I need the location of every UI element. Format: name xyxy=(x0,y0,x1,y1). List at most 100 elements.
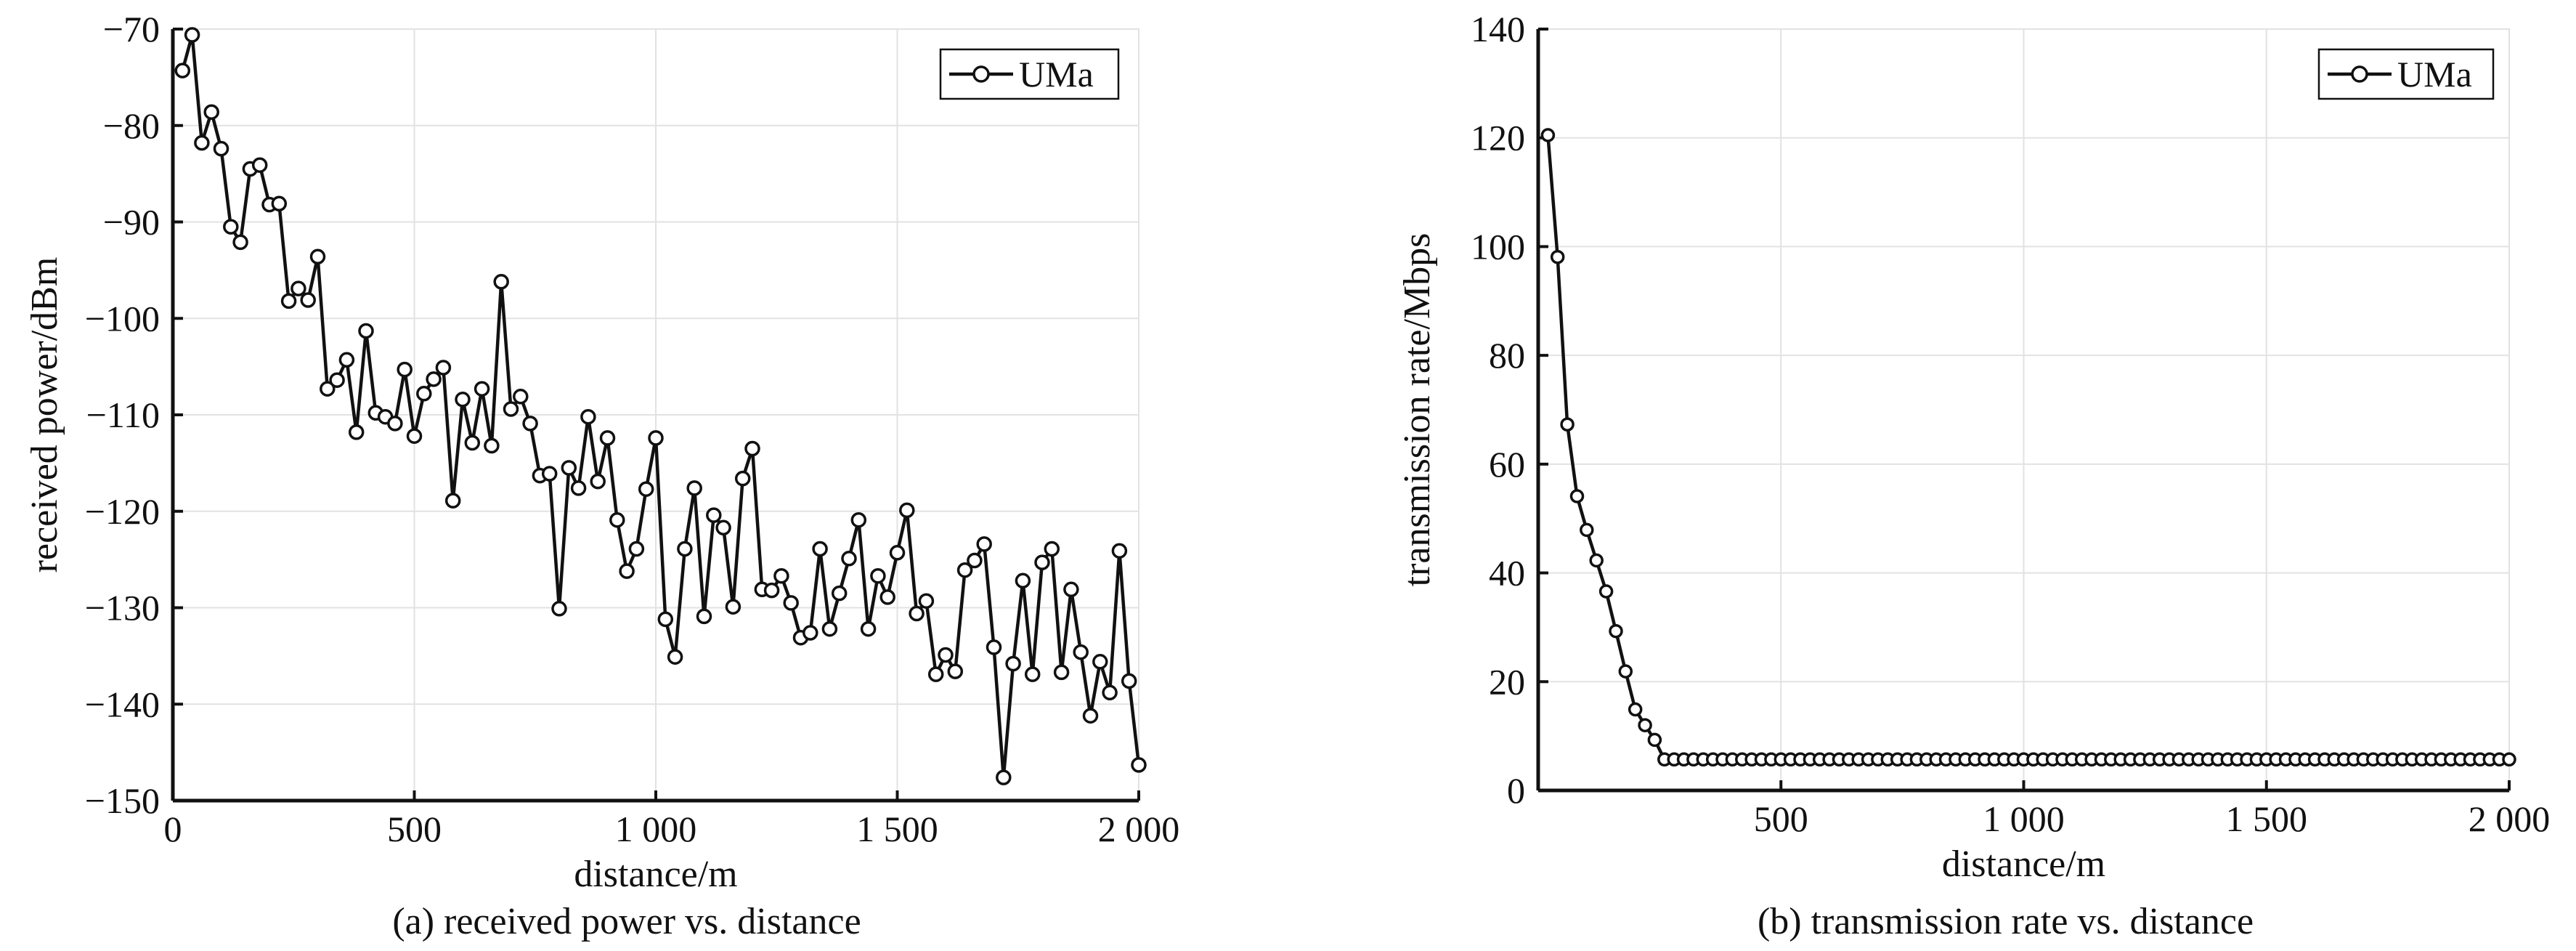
data-point xyxy=(956,562,973,578)
data-point xyxy=(1121,673,1137,689)
data-point xyxy=(223,219,239,235)
data-point xyxy=(426,371,442,387)
data-point xyxy=(821,620,838,637)
data-point xyxy=(628,541,645,557)
data-point xyxy=(1618,664,1633,679)
data-point xyxy=(1024,666,1041,682)
data-point xyxy=(320,381,336,397)
data-point xyxy=(715,519,731,536)
data-point xyxy=(174,62,191,78)
x-tick-label: 1 000 xyxy=(615,809,697,849)
y-tick-label: −140 xyxy=(85,684,160,724)
x-tick-label: 1 000 xyxy=(1983,798,2065,839)
x-tick-label: 2 000 xyxy=(2469,798,2551,839)
data-point xyxy=(1628,702,1643,717)
data-point xyxy=(1598,584,1614,599)
y-tick-label: 20 xyxy=(1489,661,1525,702)
data-point xyxy=(773,567,789,584)
data-point xyxy=(455,392,471,408)
y-tick-label: −130 xyxy=(85,588,160,628)
y-tick-label: 100 xyxy=(1471,226,1525,267)
data-point xyxy=(850,511,867,528)
legend-label: UMa xyxy=(1019,54,1094,94)
chart-caption: (b) transmission rate vs. distance xyxy=(1758,901,2254,942)
data-point xyxy=(232,234,248,251)
data-point xyxy=(251,157,268,173)
data-point xyxy=(1580,522,1594,538)
data-point xyxy=(812,541,828,557)
legend-marker-swatch xyxy=(2351,65,2368,83)
data-point xyxy=(590,473,606,490)
data-point xyxy=(947,663,964,679)
y-tick-label: −80 xyxy=(103,105,160,146)
y-axis-label: transmission rate/Mbps xyxy=(1397,233,1438,587)
data-point xyxy=(841,551,857,567)
data-point xyxy=(1609,623,1623,639)
series-uma xyxy=(174,27,1147,785)
chart-transmission-rate: 500 1 000 1 500 2 000 0 20 40 60 80 100 120 140 dist… xyxy=(1397,9,2550,942)
data-point xyxy=(899,502,915,519)
data-point xyxy=(696,608,712,625)
data-point xyxy=(706,507,722,523)
data-point xyxy=(889,545,906,561)
data-point xyxy=(831,585,848,602)
data-point xyxy=(513,389,529,405)
data-point xyxy=(938,647,954,663)
data-point xyxy=(1034,554,1050,570)
data-point xyxy=(803,625,818,641)
data-point xyxy=(329,372,345,388)
data-point xyxy=(309,248,326,265)
data-point xyxy=(1111,543,1128,559)
y-tick-label: −150 xyxy=(85,780,160,821)
data-point xyxy=(909,605,925,622)
y-tick-label: −120 xyxy=(85,491,160,532)
data-point xyxy=(435,360,452,376)
data-point xyxy=(358,323,374,339)
gridlines xyxy=(173,28,1139,801)
y-tick-label: 120 xyxy=(1471,118,1525,158)
data-point xyxy=(280,293,297,309)
data-point xyxy=(271,195,288,212)
data-point xyxy=(1589,553,1604,568)
legend: UMa xyxy=(939,48,1120,100)
data-point xyxy=(203,104,219,120)
data-point xyxy=(1044,541,1060,557)
y-tick-label: 80 xyxy=(1489,335,1525,376)
data-point xyxy=(677,541,693,557)
legend-marker-swatch xyxy=(972,65,990,83)
data-point xyxy=(561,460,577,476)
data-point xyxy=(503,401,519,417)
data-point xyxy=(638,481,654,497)
y-tick-label: −90 xyxy=(103,202,160,243)
data-point xyxy=(619,563,635,579)
data-point xyxy=(290,280,306,296)
data-point xyxy=(184,27,200,43)
data-point xyxy=(599,430,616,446)
x-tick-label: 1 500 xyxy=(2226,798,2308,839)
data-point xyxy=(657,611,674,628)
chart-received-power: 0 500 1 000 1 500 2 000 −150 −140 −130 −120 −110 −… xyxy=(24,9,1179,942)
data-point xyxy=(1005,655,1021,672)
data-point xyxy=(194,134,210,151)
x-axis-label: distance/m xyxy=(574,854,737,895)
data-point xyxy=(870,567,886,584)
x-tick-label: 2 000 xyxy=(1098,809,1180,849)
data-point xyxy=(1063,581,1079,598)
data-point xyxy=(406,428,423,444)
y-tick-label: 140 xyxy=(1471,9,1525,49)
data-point xyxy=(686,480,702,496)
y-tick-label: −70 xyxy=(103,9,160,49)
data-point xyxy=(1131,757,1147,773)
data-point xyxy=(348,424,365,440)
data-point xyxy=(397,361,413,378)
data-point xyxy=(927,666,944,682)
data-point xyxy=(464,434,481,451)
series-line xyxy=(181,34,1141,778)
data-point xyxy=(1073,644,1089,660)
x-axis-label: distance/m xyxy=(1942,843,2105,885)
data-point xyxy=(484,437,500,454)
data-point xyxy=(541,466,558,482)
data-point xyxy=(474,381,490,397)
data-point xyxy=(976,536,992,552)
